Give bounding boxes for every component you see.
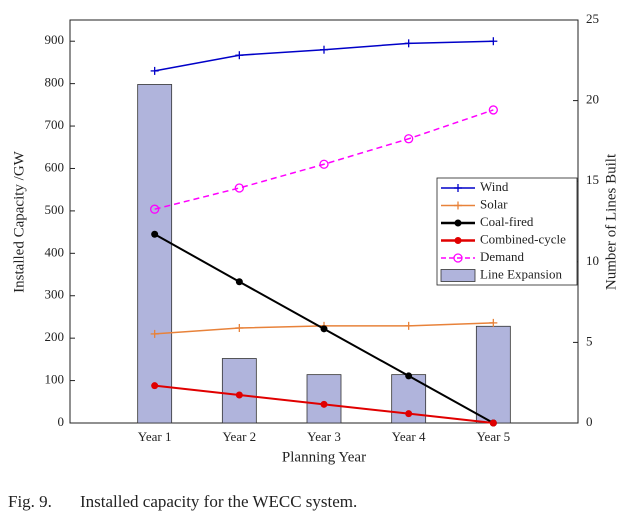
caption-label: Fig. 9. <box>8 492 52 511</box>
marker <box>150 329 159 338</box>
bar <box>137 84 173 424</box>
marker <box>488 105 498 115</box>
marker <box>320 400 328 408</box>
marker <box>404 321 413 330</box>
y-tick-label: 100 <box>45 372 65 387</box>
marker <box>453 253 463 263</box>
marker <box>150 204 160 214</box>
bar <box>221 358 257 424</box>
bar <box>306 374 342 424</box>
marker <box>320 45 328 54</box>
bar <box>475 325 511 424</box>
y-tick-label: 700 <box>45 117 65 132</box>
y2-tick-label: 20 <box>586 92 599 107</box>
marker <box>151 230 159 238</box>
y-tick-label: 800 <box>45 75 65 90</box>
y2-tick-label: 0 <box>586 414 593 429</box>
marker <box>489 37 498 46</box>
marker <box>404 134 414 144</box>
legend-box <box>436 177 578 286</box>
x-tick-label: Year 5 <box>476 429 510 444</box>
y-tick-label: 0 <box>58 414 65 429</box>
marker <box>319 159 329 169</box>
y2-tick-label: 5 <box>586 333 593 348</box>
y2-tick-label: 25 <box>586 11 599 26</box>
caption-text: Installed capacity for the WECC system. <box>80 492 357 511</box>
marker <box>404 39 413 48</box>
line <box>154 109 494 210</box>
legend: Wind Solar Coal-fired Combined-cycle Demand L… <box>436 177 578 286</box>
marker <box>454 237 462 244</box>
marker <box>405 410 413 418</box>
line <box>154 40 494 72</box>
y-axis-label: Installed Capacity /GW <box>11 150 27 292</box>
marker <box>405 372 413 380</box>
marker <box>235 278 243 286</box>
marker <box>454 219 462 227</box>
y-tick-label: 900 <box>45 32 65 47</box>
y2-tick-label: 15 <box>586 172 599 187</box>
marker <box>454 184 462 192</box>
x-tick-label: Year 2 <box>222 429 256 444</box>
legend-label: Solar <box>480 196 508 211</box>
y2-axis-label: Number of Lines Built <box>603 153 619 290</box>
x-tick-label: Year 3 <box>307 429 341 444</box>
y-tick-label: 400 <box>45 244 65 259</box>
legend-label: Demand <box>480 249 525 264</box>
x-tick-label: Year 4 <box>392 429 426 444</box>
legend-label: Line Expansion <box>480 266 562 281</box>
marker <box>234 183 244 193</box>
x-tick-label: Year 1 <box>138 429 172 444</box>
marker <box>235 51 244 60</box>
x-axis-label: Planning Year <box>282 449 366 465</box>
marker <box>235 391 243 399</box>
y-tick-label: 600 <box>45 159 65 174</box>
legend-swatch <box>440 269 476 282</box>
marker <box>150 66 159 75</box>
marker <box>151 382 159 390</box>
legend-label: Wind <box>480 179 509 194</box>
marker <box>320 325 328 333</box>
marker <box>235 323 244 332</box>
legend-label: Coal-fired <box>480 214 534 229</box>
legend-label: Combined-cycle <box>480 231 566 246</box>
y-tick-label: 200 <box>45 329 65 344</box>
marker <box>489 419 497 427</box>
y-tick-label: 300 <box>45 287 65 302</box>
y-tick-label: 500 <box>45 202 65 217</box>
marker <box>454 201 462 210</box>
y2-tick-label: 10 <box>586 253 599 268</box>
marker <box>489 318 498 327</box>
